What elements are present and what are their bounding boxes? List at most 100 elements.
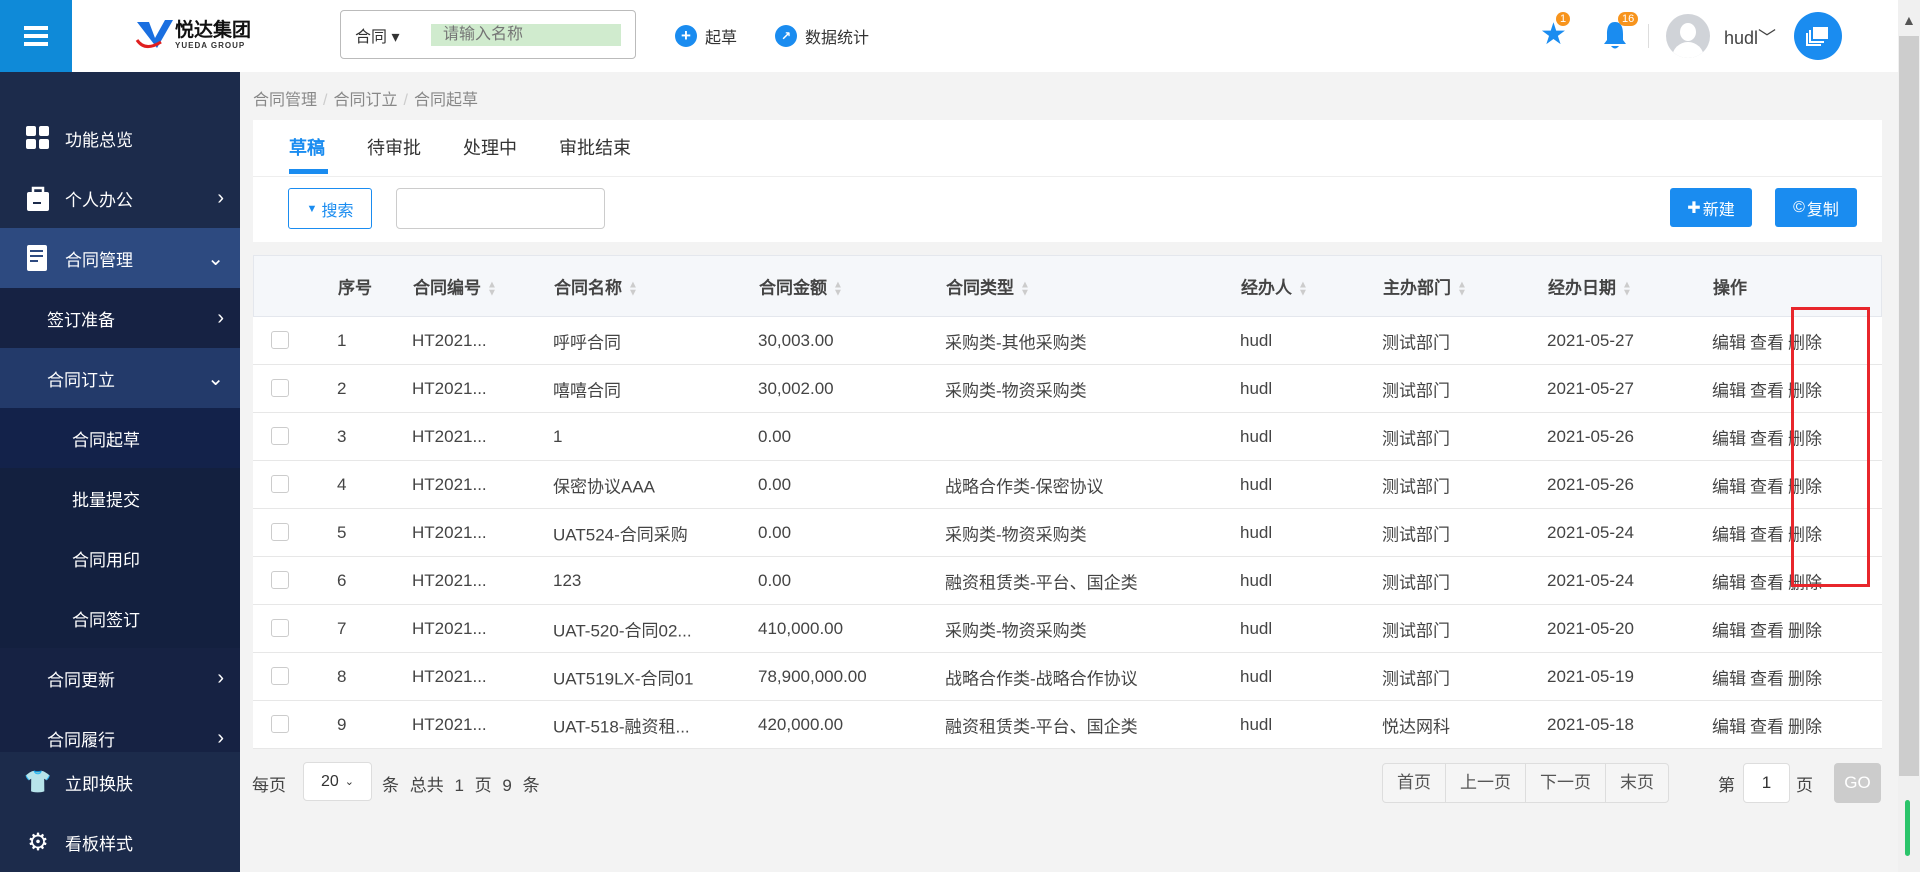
bell-icon (1604, 22, 1626, 49)
sort-icon[interactable]: ▲ ▼ (1622, 279, 1632, 299)
edit-button[interactable]: 编辑 (1712, 573, 1746, 592)
delete-button[interactable]: 删除 (1788, 381, 1822, 400)
delete-button[interactable]: 删除 (1788, 477, 1822, 496)
row-checkbox[interactable] (271, 475, 289, 493)
sort-icon[interactable]: ▲ ▼ (628, 279, 638, 299)
column-header[interactable]: 合同金额 ▲ ▼ (759, 278, 843, 299)
search-toggle-button[interactable]: ▼ 搜索 (288, 188, 372, 229)
notifications-button[interactable]: 16 (1602, 12, 1639, 50)
tab-pending[interactable]: 待审批 (367, 138, 421, 158)
delete-button[interactable]: 删除 (1788, 429, 1822, 448)
column-header[interactable]: 合同名称 ▲ ▼ (554, 278, 638, 299)
breadcrumb-item[interactable]: 合同订立 (333, 92, 398, 109)
column-header[interactable]: 合同类型 ▲ ▼ (946, 278, 1030, 299)
sidebar-item-board-style[interactable]: ⚙ 看板样式 (0, 812, 240, 872)
sort-icon[interactable]: ▲ ▼ (487, 279, 497, 299)
last-page-button[interactable]: 末页 (1620, 773, 1654, 792)
sidebar-item-sign[interactable]: 合同签订 (0, 588, 240, 648)
avatar[interactable] (1666, 14, 1710, 58)
user-menu[interactable]: hudl﹀ (1724, 24, 1776, 50)
view-button[interactable]: 查看 (1750, 381, 1784, 400)
view-button[interactable]: 查看 (1750, 717, 1784, 736)
scroll-up-icon[interactable]: ▲ (1902, 12, 1916, 28)
sidebar-item-contract-mgmt[interactable]: 合同管理 ⌄ (0, 228, 240, 288)
sidebar-label: 签订准备 (47, 310, 115, 330)
column-header[interactable]: 合同编号 ▲ ▼ (413, 278, 497, 299)
delete-button[interactable]: 删除 (1788, 333, 1822, 352)
table-cell: 融资租赁类-平台、国企类 (945, 573, 1138, 592)
sidebar-item-batch-submit[interactable]: 批量提交 (0, 468, 240, 528)
delete-button[interactable]: 删除 (1788, 717, 1822, 736)
stats-link[interactable]: ↗ 数据统计 (775, 24, 869, 48)
sort-icon[interactable]: ▲ ▼ (1457, 279, 1467, 299)
sidebar-item-overview[interactable]: 功能总览 (0, 108, 240, 168)
row-checkbox[interactable] (271, 619, 289, 637)
row-checkbox[interactable] (271, 667, 289, 685)
search-type-select[interactable]: 合同 ▾ (355, 28, 400, 46)
view-button[interactable]: 查看 (1750, 573, 1784, 592)
sidebar-item-signing-prep[interactable]: 签订准备 › (0, 288, 240, 348)
view-button[interactable]: 查看 (1750, 429, 1784, 448)
new-button[interactable]: ✚ 新建 (1670, 188, 1752, 227)
menu-toggle-button[interactable] (0, 0, 72, 72)
first-page-button[interactable]: 首页 (1383, 764, 1446, 802)
plus-circle-icon: + (675, 25, 697, 47)
edit-button[interactable]: 编辑 (1712, 429, 1746, 448)
tab-draft[interactable]: 草稿 (289, 138, 325, 158)
search-label: 搜索 (321, 202, 354, 220)
draft-link[interactable]: + 起草 (675, 24, 737, 48)
delete-button[interactable]: 删除 (1788, 621, 1822, 640)
search-input[interactable] (431, 23, 621, 46)
view-button[interactable]: 查看 (1750, 477, 1784, 496)
row-checkbox[interactable] (271, 379, 289, 397)
yueda-logo-icon (135, 20, 173, 48)
view-button[interactable]: 查看 (1750, 333, 1784, 352)
page-size-select[interactable]: 20 ⌄ (303, 762, 372, 801)
table-cell: 123 (553, 570, 582, 590)
row-checkbox[interactable] (271, 715, 289, 733)
column-header[interactable]: 主办部门 ▲ ▼ (1383, 278, 1467, 299)
edit-button[interactable]: 编辑 (1712, 333, 1746, 352)
delete-button[interactable]: 删除 (1788, 525, 1822, 544)
sidebar-item-contract-creation[interactable]: 合同订立 ⌄ (0, 348, 240, 408)
grid-icon (25, 125, 51, 151)
tab-finished[interactable]: 审批结束 (559, 138, 631, 158)
sidebar-item-contract-draft[interactable]: 合同起草 (0, 408, 240, 468)
sidebar-item-renewal[interactable]: 合同更新 › (0, 648, 240, 708)
edit-button[interactable]: 编辑 (1712, 669, 1746, 688)
page-number-input[interactable]: 1 (1743, 763, 1790, 803)
sort-icon[interactable]: ▲ ▼ (833, 279, 843, 299)
favorites-button[interactable]: ★ 1 (1540, 12, 1571, 50)
breadcrumb-item[interactable]: 合同管理 (253, 92, 318, 109)
table-cell: 1 (337, 330, 347, 350)
copy-button[interactable]: © 复制 (1775, 188, 1857, 227)
column-header[interactable]: 经办日期 ▲ ▼ (1548, 278, 1632, 299)
sort-icon[interactable]: ▲ ▼ (1020, 279, 1030, 299)
sidebar-item-skin[interactable]: 👕 立即换肤 (0, 752, 240, 812)
delete-button[interactable]: 删除 (1788, 573, 1822, 592)
sidebar-item-seal[interactable]: 合同用印 (0, 528, 240, 588)
next-page-button[interactable]: 下一页 (1526, 764, 1606, 802)
sort-icon[interactable]: ▲ ▼ (1298, 279, 1308, 299)
filter-input[interactable] (396, 188, 605, 229)
row-checkbox[interactable] (271, 571, 289, 589)
sidebar-item-personal[interactable]: 个人办公 › (0, 168, 240, 228)
edit-button[interactable]: 编辑 (1712, 381, 1746, 400)
edit-button[interactable]: 编辑 (1712, 525, 1746, 544)
edit-button[interactable]: 编辑 (1712, 621, 1746, 640)
delete-button[interactable]: 删除 (1788, 669, 1822, 688)
view-button[interactable]: 查看 (1750, 525, 1784, 544)
scrollbar-thumb[interactable] (1899, 36, 1919, 776)
tab-processing[interactable]: 处理中 (463, 138, 517, 158)
go-button[interactable]: GO (1834, 763, 1881, 803)
row-checkbox[interactable] (271, 331, 289, 349)
edit-button[interactable]: 编辑 (1712, 717, 1746, 736)
edit-button[interactable]: 编辑 (1712, 477, 1746, 496)
windows-button[interactable] (1794, 12, 1842, 60)
row-checkbox[interactable] (271, 427, 289, 445)
view-button[interactable]: 查看 (1750, 669, 1784, 688)
view-button[interactable]: 查看 (1750, 621, 1784, 640)
column-header[interactable]: 经办人 ▲ ▼ (1241, 278, 1308, 299)
row-checkbox[interactable] (271, 523, 289, 541)
prev-page-button[interactable]: 上一页 (1446, 764, 1526, 802)
